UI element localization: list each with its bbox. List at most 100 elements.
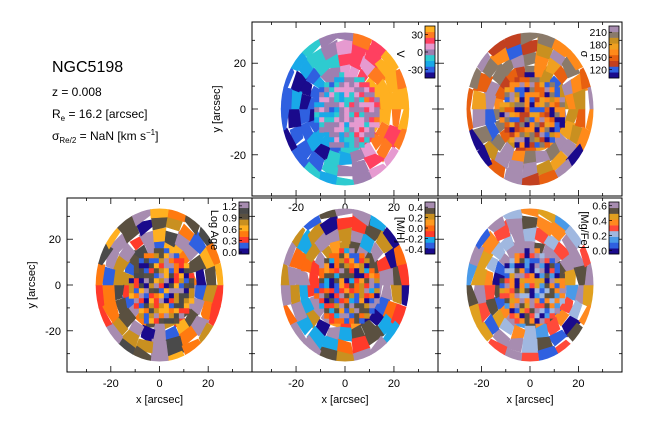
map-pixel	[534, 273, 540, 279]
map-pixel	[519, 288, 525, 294]
map-pixel	[519, 102, 525, 108]
map-pixel	[349, 258, 355, 264]
colorbar-label: V	[394, 50, 406, 58]
map-pixel	[509, 283, 515, 289]
map-pixel	[324, 313, 330, 319]
map-pixel	[339, 278, 345, 284]
map-pixel	[539, 283, 545, 289]
map-pixel	[504, 268, 510, 274]
map-pixel	[329, 318, 335, 324]
map-pixel	[339, 97, 345, 103]
map-pixel	[314, 288, 320, 294]
map-bin	[401, 284, 410, 310]
map-pixel	[514, 263, 520, 269]
map-pixel	[148, 283, 155, 289]
map-pixel	[188, 293, 195, 299]
map-pixel	[359, 122, 365, 128]
map-pixel	[349, 303, 355, 309]
alpha-fe-colorbar: 0.6 0.4 0.2 0.0[Mg/Fe]	[578, 201, 620, 257]
colorbar-segment	[425, 213, 435, 220]
map-pixel	[544, 122, 550, 128]
map-bin	[520, 172, 541, 186]
map-pixel	[128, 278, 135, 284]
map-pixel	[514, 82, 520, 88]
map-pixel	[509, 92, 515, 98]
map-pixel	[148, 298, 155, 304]
map-pixel	[143, 308, 150, 314]
map-pixel	[364, 87, 370, 93]
colorbar-segment	[425, 60, 435, 67]
map-pixel	[173, 278, 180, 284]
map-pixel	[539, 97, 545, 103]
map-pixel	[143, 293, 150, 299]
map-pixel	[143, 263, 150, 269]
map-pixel	[549, 82, 555, 88]
map-pixel	[153, 273, 160, 279]
map-pixel	[339, 288, 345, 294]
map-pixel	[168, 308, 175, 314]
map-pixel	[529, 283, 535, 289]
map-pixel	[514, 132, 520, 138]
map-pixel	[509, 102, 515, 108]
colorbar-segment	[239, 248, 249, 255]
map-pixel	[534, 303, 540, 309]
map-pixel	[319, 268, 325, 274]
map-pixel	[339, 303, 345, 309]
map-bin	[552, 309, 570, 327]
colorbar-segment	[609, 60, 619, 67]
map-pixel	[549, 263, 555, 269]
map-pixel	[509, 308, 515, 314]
map-pixel	[554, 92, 560, 98]
map-pixel	[329, 82, 335, 88]
map-pixel	[354, 117, 360, 123]
map-pixel	[173, 318, 180, 324]
map-bin	[480, 230, 500, 255]
map-pixel	[524, 107, 530, 113]
map-pixel	[173, 293, 180, 299]
map-pixel	[539, 112, 545, 118]
colorbar-tick-label: 0.4	[592, 216, 607, 228]
map-bin	[537, 32, 558, 50]
map-pixel	[364, 273, 370, 279]
colorbar-label: [M/H]	[394, 217, 406, 243]
map-bin	[472, 108, 486, 129]
map-pixel	[524, 112, 530, 118]
map-pixel	[188, 283, 195, 289]
map-pixel	[544, 107, 550, 113]
map-pixel	[359, 117, 365, 123]
map-pixel	[354, 102, 360, 108]
colorbar-label: σ	[578, 51, 590, 58]
map-pixel	[509, 82, 515, 88]
map-pixel	[334, 117, 340, 123]
map-pixel	[168, 293, 175, 299]
map-pixel	[329, 273, 335, 279]
map-pixel	[529, 82, 535, 88]
map-pixel	[369, 87, 375, 93]
map-pixel	[364, 303, 370, 309]
map-pixel	[339, 117, 345, 123]
map-pixel	[554, 303, 560, 309]
map-pixel	[524, 288, 530, 294]
map-pixel	[539, 122, 545, 128]
colorbar-segment	[239, 219, 249, 226]
map-pixel	[524, 137, 530, 143]
map-pixel	[314, 112, 320, 118]
map-pixel	[524, 77, 530, 83]
map-pixel	[544, 97, 550, 103]
map-pixel	[314, 283, 320, 289]
map-pixel	[509, 122, 515, 128]
map-pixel	[339, 293, 345, 299]
map-pixel	[559, 97, 565, 103]
map-pixel	[359, 273, 365, 279]
map-pixel	[509, 298, 515, 304]
map-pixel	[344, 92, 350, 98]
map-pixel	[534, 298, 540, 304]
colorbar-tick-label: 0.3	[222, 236, 237, 248]
map-pixel	[514, 283, 520, 289]
map-pixel	[334, 77, 340, 83]
map-pixel	[509, 278, 515, 284]
colorbar-segment	[609, 242, 619, 249]
x-axis-label: x [arcsec]	[506, 394, 553, 406]
map-pixel	[529, 77, 535, 83]
map-pixel	[339, 253, 345, 259]
